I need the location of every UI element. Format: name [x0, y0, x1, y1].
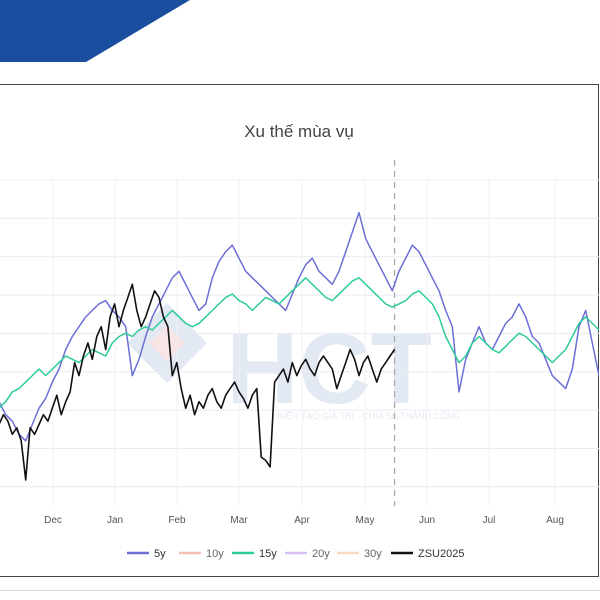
legend-label: 20y [312, 548, 330, 560]
series-line-15y[interactable] [0, 277, 599, 409]
legend-item-zsu2025[interactable]: ZSU2025 [391, 548, 464, 560]
legend-item-30y[interactable]: 30y [337, 548, 382, 560]
chart-frame: Xu thế mùa vụ HCT KIẾN TẠO GIÁ TRỊ - CHI… [0, 84, 599, 577]
chart-title: Xu thế mùa vụ [244, 122, 354, 141]
legend-label: 5y [154, 548, 166, 560]
bottom-divider [0, 590, 600, 591]
header-banner [0, 0, 190, 62]
legend-item-20y[interactable]: 20y [285, 548, 330, 560]
legend-label: ZSU2025 [418, 548, 464, 560]
legend-label: 30y [364, 548, 382, 560]
legend-label: 10y [206, 548, 224, 560]
x-tick-label: May [356, 515, 375, 526]
series-line-5y[interactable] [0, 211, 599, 442]
watermark-tagline: KIẾN TẠO GIÁ TRỊ - CHIA SẺ THÀNH CÔNG [277, 410, 460, 421]
x-tick-label: Feb [168, 515, 186, 526]
x-tick-label: Jul [483, 515, 496, 526]
legend-label: 15y [259, 548, 277, 560]
legend-item-10y[interactable]: 10y [179, 548, 224, 560]
x-tick-label: Aug [546, 515, 564, 526]
seasonal-chart: Xu thế mùa vụ HCT KIẾN TẠO GIÁ TRỊ - CHI… [0, 122, 599, 560]
x-tick-label: Dec [44, 515, 62, 526]
series-line-zsu2025[interactable] [0, 283, 396, 481]
x-tick-label: Jan [107, 515, 123, 526]
legend-item-5y[interactable]: 5y [127, 548, 166, 560]
x-tick-label: Mar [230, 515, 248, 526]
watermark-logo: HCT [226, 313, 432, 425]
watermark: HCT KIẾN TẠO GIÁ TRỊ - CHIA SẺ THÀNH CÔN… [127, 303, 461, 425]
legend-item-15y[interactable]: 15y [232, 548, 277, 560]
x-tick-label: Apr [294, 515, 310, 526]
x-tick-label: Jun [419, 515, 435, 526]
